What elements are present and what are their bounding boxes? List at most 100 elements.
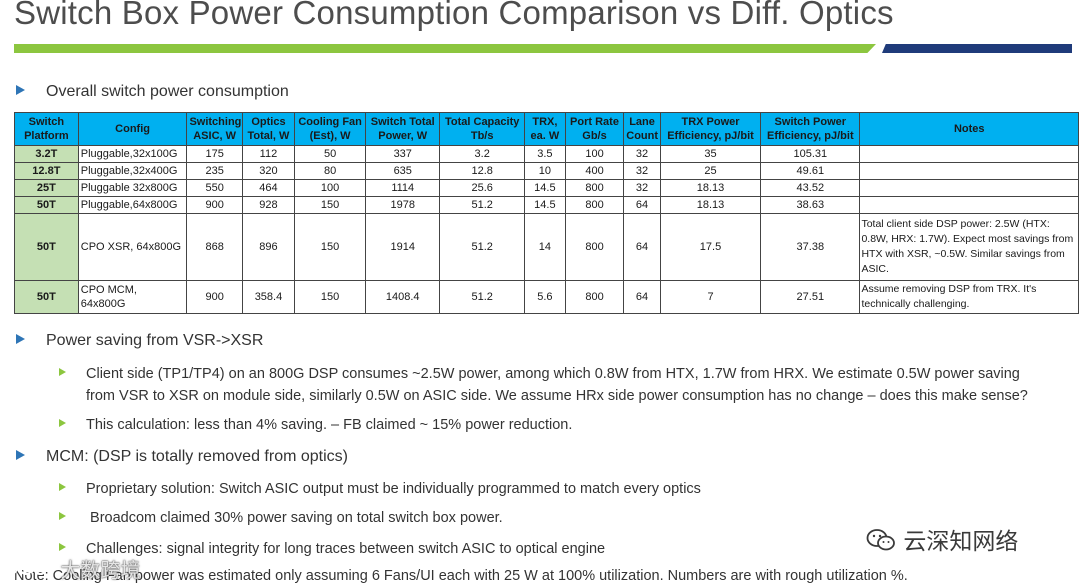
list-item: Proprietary solution: Switch ASIC output… (59, 478, 1059, 500)
header-cell: Total Capacity Tb/s (439, 112, 525, 146)
table-cell: 5.6 (524, 280, 566, 314)
table-cell: 64 (623, 280, 661, 314)
header-cell: Switch Total Power, W (365, 112, 441, 146)
table-cell: 358.4 (241, 280, 296, 314)
table-cell-notes: Total client side DSP power: 2.5W (HTX: … (859, 213, 1079, 281)
header-cell: Switch Power Efficiency, pJ/bit (760, 112, 861, 146)
table-cell: 64 (623, 213, 661, 281)
table-cell: 37.38 (760, 213, 861, 281)
table-cell: Pluggable 32x800G (77, 179, 188, 197)
watermark-left-text: 大数跨境 (60, 558, 141, 582)
list-item-text: This calculation: less than 4% saving. –… (86, 417, 573, 433)
table-cell: 27.51 (760, 280, 861, 314)
header-cell: Notes (859, 112, 1079, 146)
table-cell: 49.61 (760, 162, 861, 180)
table-cell: 235 (186, 162, 243, 180)
table-cell: 635 (365, 162, 441, 180)
table-cell: 50T (14, 280, 79, 314)
table-row: 50T CPO MCM, 64x800G 900 358.4 150 1408.… (14, 280, 1079, 314)
table-cell: 150 (294, 280, 367, 314)
table-cell: 32 (623, 145, 661, 163)
list-item: Broadcom claimed 30% power saving on tot… (59, 507, 1059, 529)
table-cell: 1978 (365, 196, 441, 214)
section-mcm: MCM: (DSP is totally removed from optics… (16, 448, 348, 466)
table-row: 12.8T Pluggable,32x400G 235 320 80 635 1… (14, 162, 1079, 180)
table-cell: 18.13 (659, 196, 762, 214)
table-cell: 337 (365, 145, 441, 163)
list-item: Client side (TP1/TP4) on an 800G DSP con… (59, 363, 1059, 407)
table-cell: 18.13 (659, 179, 762, 197)
table-row: 50T CPO XSR, 64x800G 868 896 150 1914 51… (14, 213, 1079, 281)
header-cell: Config (77, 112, 188, 146)
table-cell: CPO XSR, 64x800G (77, 213, 188, 281)
table-cell: 14.5 (524, 196, 566, 214)
table-cell: 3.2 (439, 145, 525, 163)
table-cell: 105.31 (760, 145, 861, 163)
list-item: This calculation: less than 4% saving. –… (59, 414, 1059, 436)
table-cell-notes (859, 196, 1079, 214)
table-cell: 896 (241, 213, 296, 281)
sub-bullet-icon (59, 368, 66, 377)
list-item-text: Challenges: signal integrity for long tr… (86, 541, 606, 557)
table-cell: 112 (241, 145, 296, 163)
table-cell: 100 (564, 145, 625, 163)
sub-bullet-icon (59, 419, 66, 428)
table-cell: 150 (294, 196, 367, 214)
table-cell: 320 (241, 162, 296, 180)
table-cell: 1914 (365, 213, 441, 281)
table-cell: 100 (294, 179, 367, 197)
table-header-row: Switch Platform Config Switching ASIC, W… (14, 112, 1079, 146)
table-cell: 43.52 (760, 179, 861, 197)
table-cell: 38.63 (760, 196, 861, 214)
table-cell: 175 (186, 145, 243, 163)
table-cell: 150 (294, 213, 367, 281)
table-cell: 400 (564, 162, 625, 180)
table-cell: 25 (659, 162, 762, 180)
table-cell: 51.2 (439, 280, 525, 314)
table-cell: 25T (14, 179, 79, 197)
bullet-triangle-icon (16, 449, 25, 460)
table-cell: 51.2 (439, 196, 525, 214)
watermark-right: 云深知网络 (866, 522, 1018, 556)
table-row: 50T Pluggable,64x800G 900 928 150 1978 5… (14, 196, 1079, 214)
header-cell: TRX, ea. W (524, 112, 566, 146)
wechat-icon (866, 529, 895, 551)
table-cell: 3.2T (14, 145, 79, 163)
table-cell: 17.5 (659, 213, 762, 281)
table-cell-notes: Assume removing DSP from TRX. It's techn… (859, 280, 1079, 314)
table-cell: Pluggable,32x400G (77, 162, 188, 180)
table-cell: 464 (241, 179, 296, 197)
bullet-triangle-icon (16, 84, 25, 95)
header-cell: Switch Platform (14, 112, 79, 146)
table-cell: 50T (14, 196, 79, 214)
table-cell: 64 (623, 196, 661, 214)
watermark-right-text: 云深知网络 (903, 529, 1019, 555)
table-cell: 3.5 (524, 145, 566, 163)
table-cell: 32 (623, 179, 661, 197)
table-cell: 12.8 (439, 162, 525, 180)
table-cell: 14 (524, 213, 566, 281)
table-cell: 14.5 (524, 179, 566, 197)
table-cell: Pluggable,64x800G (77, 196, 188, 214)
sub-bullet-icon (59, 512, 66, 521)
table-cell: 25.6 (439, 179, 525, 197)
table-cell: 10 (524, 162, 566, 180)
table-row: 3.2T Pluggable,32x100G 175 112 50 337 3.… (14, 145, 1079, 163)
table-cell: 550 (186, 179, 243, 197)
table-cell: 1408.4 (365, 280, 441, 314)
table-cell: 800 (564, 213, 625, 281)
section-vsr-xsr-label: Power saving from VSR->XSR (46, 332, 264, 349)
section-mcm-label: MCM: (DSP is totally removed from optics… (46, 448, 348, 465)
list-item: Challenges: signal integrity for long tr… (59, 538, 1059, 560)
table-cell: 50T (14, 213, 79, 281)
table-cell: 900 (186, 280, 243, 314)
table-cell-notes (859, 179, 1079, 197)
table-cell: 800 (564, 280, 625, 314)
table-cell: 800 (564, 179, 625, 197)
header-cell: Optics Total, W (241, 112, 296, 146)
table-cell: 80 (294, 162, 367, 180)
table-cell: 50 (294, 145, 367, 163)
section-overall: Overall switch power consumption (16, 83, 289, 101)
header-cell: Cooling Fan (Est), W (294, 112, 367, 146)
sub-bullet-icon (59, 543, 66, 552)
